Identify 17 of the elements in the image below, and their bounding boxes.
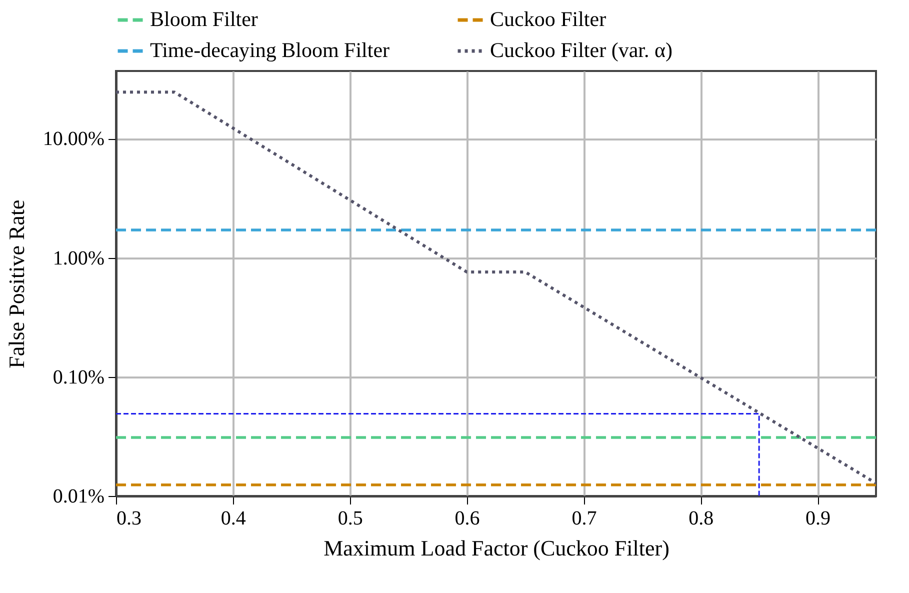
x-tick-label: 0.8 [688,508,714,530]
y-tick-label: 0.10% [52,366,104,388]
legend-label: Cuckoo Filter [490,7,606,31]
x-tick-label: 0.4 [220,508,246,530]
x-tick-label: 0.3 [116,508,142,530]
x-tick-label: 0.6 [454,508,480,530]
y-tick-label: 1.00% [52,247,104,270]
y-axis-title: False Positive Rate [4,200,29,368]
legend-label: Time-decaying Bloom Filter [150,38,390,62]
y-tick-label: 10.00% [42,128,104,150]
x-tick-label: 0.7 [572,508,597,530]
x-tick-label: 0.5 [338,508,363,530]
y-tick-label: 0.01% [52,486,104,508]
x-axis-title: Maximum Load Factor (Cuckoo Filter) [324,536,670,560]
x-tick-label: 0.9 [806,508,831,530]
legend-label: Bloom Filter [150,7,258,31]
legend-label: Cuckoo Filter (var. α) [490,38,672,62]
